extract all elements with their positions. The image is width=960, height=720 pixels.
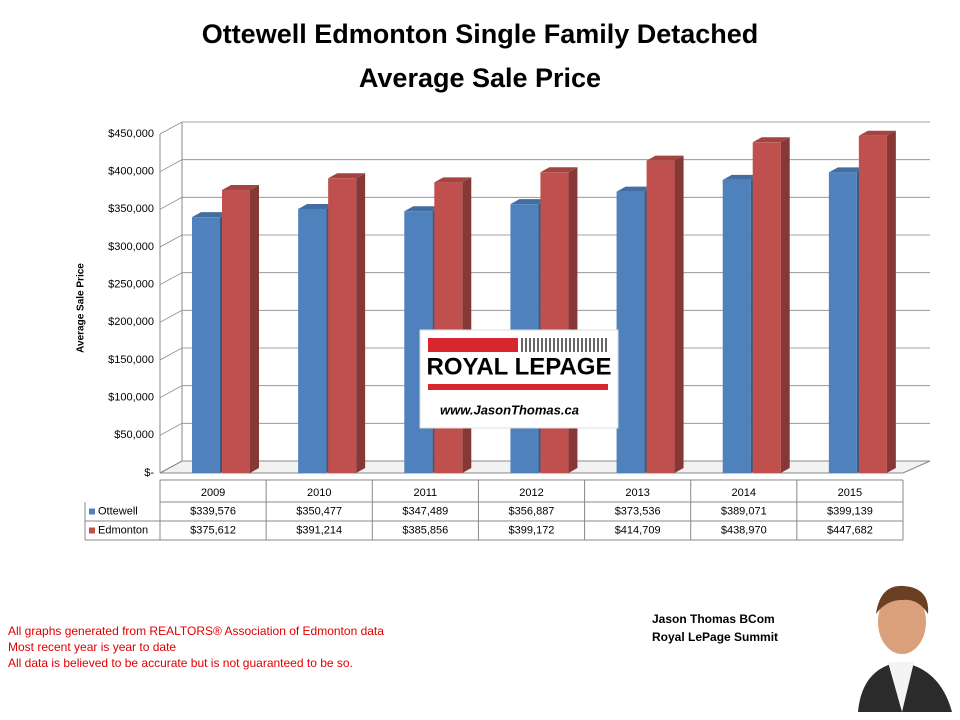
bar-front: [328, 178, 357, 473]
photo-shirt: [888, 662, 914, 712]
table-value: $356,887: [509, 505, 555, 517]
table-value: $447,682: [827, 524, 873, 536]
table-value: $375,612: [190, 524, 236, 536]
bar-top: [222, 185, 259, 191]
y-tick-label: $250,000: [108, 279, 154, 291]
table-value: $438,970: [721, 524, 767, 536]
legend-key: [89, 527, 95, 534]
chart-title: Ottewell Edmonton Single Family Detached: [202, 19, 759, 49]
bar-front: [722, 179, 751, 473]
table-value: $399,139: [827, 505, 873, 517]
note: All graphs generated from REALTORS® Asso…: [8, 624, 384, 638]
bar-top: [192, 212, 229, 218]
author-name: Jason Thomas BCom: [652, 612, 775, 626]
x-tick-label: 2013: [625, 487, 649, 499]
bar: [434, 177, 472, 473]
logo-bar: [428, 338, 518, 352]
bar-top: [540, 167, 578, 173]
legend-label: Ottewell: [98, 505, 138, 517]
table-value: $339,576: [190, 505, 236, 517]
bar-side: [356, 173, 366, 473]
logo: ROYAL LEPAGE www.JasonThomas.ca: [419, 329, 619, 429]
bar-top: [646, 155, 684, 161]
author-company: Royal LePage Summit: [652, 630, 778, 644]
logo-url: www.JasonThomas.ca: [440, 402, 579, 417]
photo-hair: [876, 585, 929, 614]
bar-front: [616, 191, 645, 473]
bar-top: [616, 186, 654, 192]
y-tick-label: $150,000: [108, 354, 154, 366]
y-tick-label: $-: [144, 467, 154, 479]
bar-top: [752, 137, 790, 143]
bar-side: [674, 155, 684, 474]
plot-area: $- $50,000 $100,000 $150,000 $200,000 $250,00…: [84, 121, 931, 541]
bar-top: [434, 177, 472, 183]
grid-line: [159, 121, 930, 135]
y-tick-label: $350,000: [108, 203, 154, 215]
x-tick-label: 2009: [201, 487, 225, 499]
bar: [646, 155, 684, 474]
bar-top: [858, 130, 896, 136]
bar-top: [404, 206, 442, 212]
y-tick-label: $300,000: [108, 241, 154, 253]
bar: [752, 137, 790, 473]
note: Most recent year is year to date: [8, 640, 176, 654]
y-tick-label: $200,000: [108, 316, 154, 328]
table-value: $373,536: [615, 505, 661, 517]
author-photo: [856, 580, 956, 712]
x-tick-label: 2010: [307, 487, 331, 499]
logo-bar: [428, 384, 608, 390]
y-tick-label: $100,000: [108, 392, 154, 404]
bar-side: [886, 130, 896, 474]
bar-front: [646, 160, 675, 474]
bar: [858, 130, 896, 474]
bar-top: [828, 167, 866, 173]
y-tick-label: $50,000: [114, 429, 154, 441]
table-value: $391,214: [296, 524, 342, 536]
photo-face: [878, 590, 926, 654]
logo-stripes: [521, 338, 607, 352]
bar-front: [434, 182, 463, 473]
bar-front: [858, 135, 887, 474]
bar: [222, 185, 259, 474]
bar-top: [510, 199, 548, 205]
bar-front: [222, 190, 250, 474]
bar-side: [462, 177, 472, 473]
legend-label: Edmonton: [98, 524, 148, 536]
logo-brand: ROYAL LEPAGE: [427, 353, 612, 380]
table-value: $385,856: [402, 524, 448, 536]
bar-top: [298, 203, 336, 209]
table-value: $347,489: [402, 505, 448, 517]
x-tick-label: 2014: [732, 487, 756, 499]
bar-top: [328, 173, 366, 179]
bar: [328, 173, 366, 473]
bar-front: [298, 208, 327, 473]
y-tick-label: $450,000: [108, 128, 154, 140]
x-tick-label: 2012: [519, 487, 543, 499]
bar-top: [722, 174, 760, 180]
table-value: $389,071: [721, 505, 767, 517]
bar-side: [250, 185, 259, 474]
table-value: $399,172: [509, 524, 555, 536]
bar-front: [192, 217, 220, 473]
legend-key: [89, 508, 95, 515]
table-value: $414,709: [615, 524, 661, 536]
x-tick-label: 2011: [414, 487, 438, 499]
chart-subtitle: Average Sale Price: [359, 63, 601, 93]
bar-front: [828, 172, 857, 473]
table-value: $350,477: [296, 505, 342, 517]
x-tick-label: 2015: [838, 487, 862, 499]
note: All data is believed to be accurate but …: [8, 656, 353, 670]
bar-front: [752, 142, 781, 473]
y-axis-label: Average Sale Price: [76, 263, 87, 353]
bar-side: [780, 137, 790, 473]
y-tick-label: $400,000: [108, 166, 154, 178]
